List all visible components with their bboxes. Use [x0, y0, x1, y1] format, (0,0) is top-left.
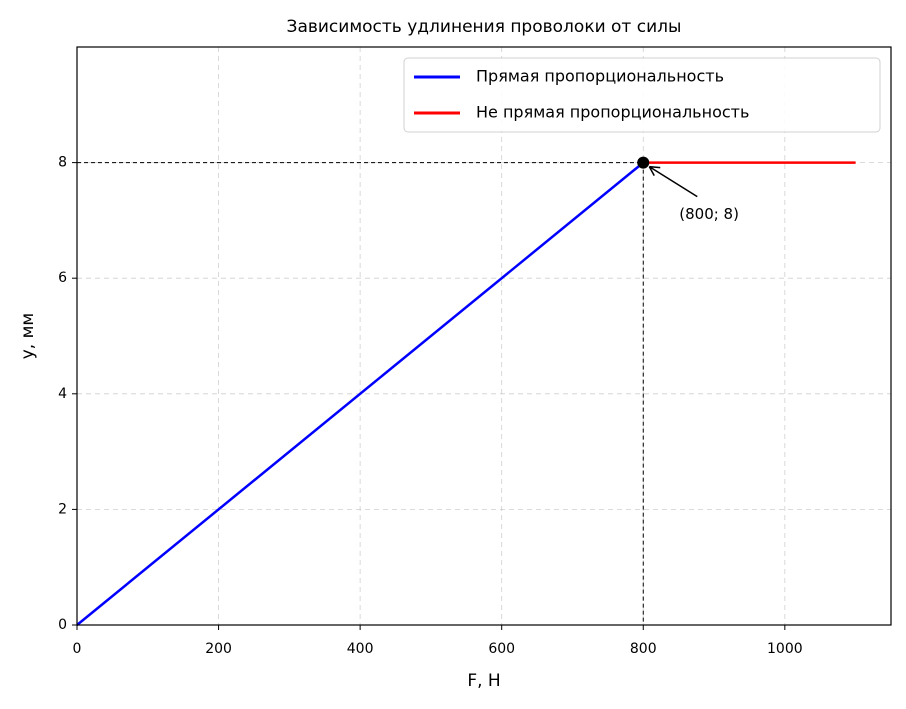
annotation-text: (800; 8)	[679, 205, 739, 223]
y-tick-label: 8	[58, 155, 67, 171]
annotation-arrow	[648, 165, 698, 198]
y-tick-label: 2	[58, 501, 67, 517]
x-tick-label: 400	[347, 641, 374, 657]
x-tick-label: 200	[205, 641, 232, 657]
plot-frame	[76, 46, 892, 626]
y-axis-label: y, мм	[18, 313, 38, 360]
y-tick-label: 6	[58, 270, 67, 286]
x-tick-label: 1000	[767, 641, 803, 657]
chart-title: Зависимость удлинения проволоки от силы	[287, 17, 682, 37]
series-line	[76, 161, 645, 626]
y-tick-label: 0	[58, 617, 67, 633]
x-tick-label: 600	[488, 641, 515, 657]
legend-label: Прямая пропорциональность	[476, 67, 724, 86]
legend-label: Не прямая пропорциональность	[476, 103, 749, 122]
y-tick-label: 4	[58, 386, 67, 402]
x-axis-label: F, Н	[467, 671, 500, 691]
x-tick-label: 0	[73, 641, 82, 657]
point	[637, 156, 650, 169]
legend: Прямая пропорциональность Не прямая пропо…	[403, 57, 881, 133]
legend-box	[403, 57, 881, 133]
x-tick-label: 800	[630, 641, 657, 657]
